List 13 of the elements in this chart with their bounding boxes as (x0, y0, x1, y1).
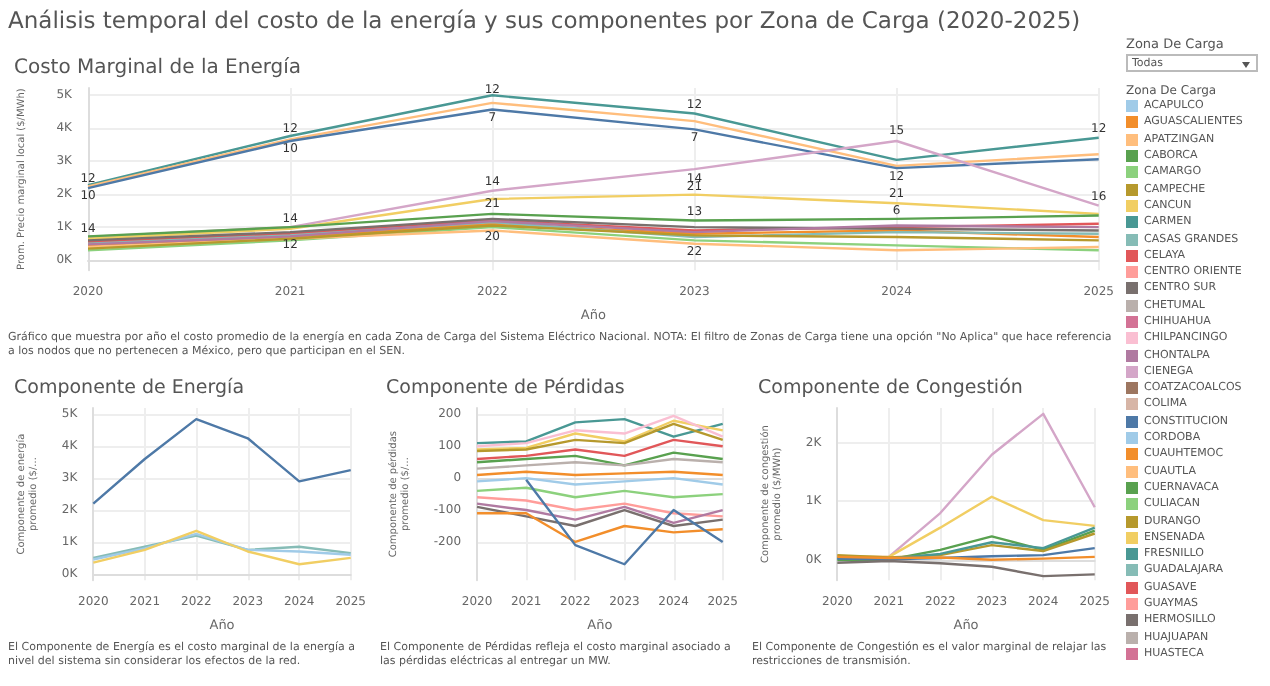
line-series (86, 212, 1100, 238)
line-series (524, 478, 724, 566)
line-series (475, 496, 724, 518)
chart-subtitle: Costo Marginal de la Energía (14, 57, 302, 79)
chart-title: Análisis temporal del costo de la energía y sus componentes por Zona de Carga (2020-2025) (8, 6, 1081, 34)
line-series (836, 559, 1096, 578)
chart-title: Componente de Congestión (758, 377, 1023, 399)
chart-title: Componente de Pérdidas (386, 377, 625, 399)
line-series (92, 417, 352, 505)
chart-title: Componente de Energía (14, 377, 245, 399)
line-series (475, 512, 724, 544)
line-series (475, 451, 724, 467)
line-series (475, 438, 724, 461)
